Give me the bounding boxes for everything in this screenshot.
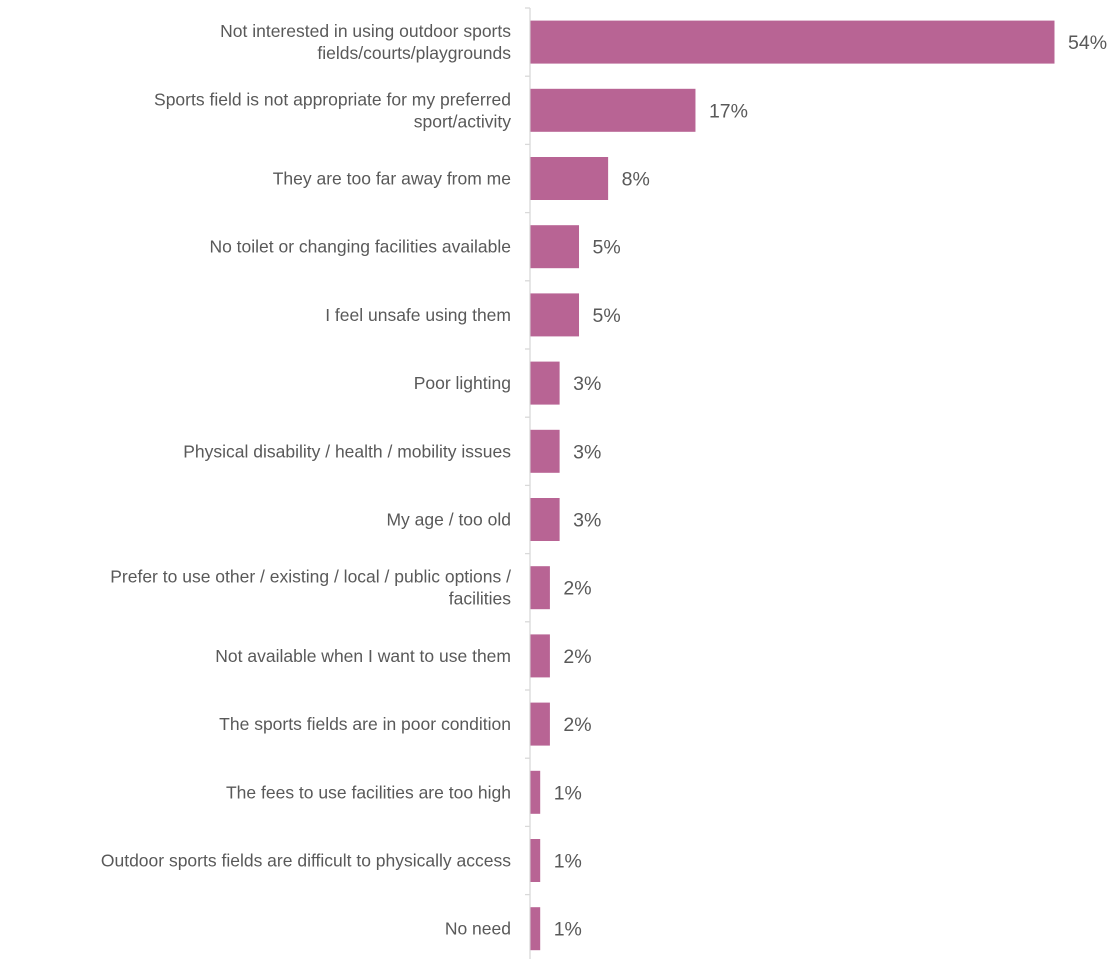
category-label: Not interested in using outdoor sports fi… bbox=[220, 21, 511, 63]
category-label-line: Not interested in using outdoor sports bbox=[220, 21, 511, 41]
category-label: No toilet or changing facilities availab… bbox=[209, 237, 511, 257]
category-label-line: sport/activity bbox=[414, 111, 511, 131]
category-label-line: I feel unsafe using them bbox=[325, 305, 511, 325]
data-label: 8% bbox=[622, 169, 650, 191]
category-label: Outdoor sports fields are difficult to p… bbox=[101, 851, 511, 871]
category-label: Physical disability / health / mobility … bbox=[183, 441, 511, 461]
data-label: 2% bbox=[563, 578, 591, 600]
data-label: 1% bbox=[554, 782, 582, 804]
category-label: Sports field is not appropriate for my p… bbox=[154, 89, 511, 131]
category-label-line: Prefer to use other / existing / local /… bbox=[110, 567, 511, 587]
bar bbox=[530, 429, 560, 473]
bar bbox=[530, 634, 550, 678]
data-label: 54% bbox=[1068, 32, 1107, 54]
data-label: 3% bbox=[573, 510, 601, 532]
bar bbox=[530, 225, 580, 269]
bar bbox=[530, 566, 550, 610]
category-label-line: Physical disability / health / mobility … bbox=[183, 441, 511, 461]
category-label-line: My age / too old bbox=[386, 510, 511, 530]
category-label-line: Sports field is not appropriate for my p… bbox=[154, 89, 511, 109]
bar bbox=[530, 293, 580, 337]
data-label: 3% bbox=[573, 373, 601, 395]
bar bbox=[530, 770, 541, 814]
category-label: The fees to use facilities are too high bbox=[226, 782, 511, 802]
category-label: Poor lighting bbox=[414, 373, 511, 393]
bar bbox=[530, 907, 541, 951]
category-label-line: Poor lighting bbox=[414, 373, 511, 393]
category-label-line: The fees to use facilities are too high bbox=[226, 782, 511, 802]
data-label: 2% bbox=[563, 714, 591, 736]
category-label: Not available when I want to use them bbox=[215, 646, 511, 666]
data-label: 17% bbox=[709, 100, 748, 122]
data-label: 5% bbox=[593, 237, 621, 259]
bar bbox=[530, 498, 560, 541]
category-label: They are too far away from me bbox=[273, 169, 511, 189]
bar bbox=[530, 361, 560, 405]
category-label-line: No toilet or changing facilities availab… bbox=[209, 237, 511, 257]
category-label: My age / too old bbox=[386, 510, 511, 530]
bar bbox=[530, 839, 541, 882]
category-label-line: The sports fields are in poor condition bbox=[219, 714, 511, 734]
data-label: 5% bbox=[593, 305, 621, 327]
data-label: 1% bbox=[554, 919, 582, 941]
bar bbox=[530, 20, 1055, 64]
category-label: I feel unsafe using them bbox=[325, 305, 511, 325]
bar bbox=[530, 157, 609, 200]
category-label-line: Outdoor sports fields are difficult to p… bbox=[101, 851, 511, 871]
data-label: 2% bbox=[563, 646, 591, 668]
category-label-line: Not available when I want to use them bbox=[215, 646, 511, 666]
category-label-line: facilities bbox=[449, 589, 511, 609]
data-label: 1% bbox=[554, 851, 582, 873]
bar bbox=[530, 702, 550, 746]
category-label: Prefer to use other / existing / local /… bbox=[110, 567, 511, 609]
bar bbox=[530, 88, 696, 132]
category-label-line: fields/courts/playgrounds bbox=[317, 43, 511, 63]
category-label-line: No need bbox=[445, 919, 511, 939]
data-label: 3% bbox=[573, 441, 601, 463]
category-label: The sports fields are in poor condition bbox=[219, 714, 511, 734]
category-label-line: They are too far away from me bbox=[273, 169, 511, 189]
category-label: No need bbox=[445, 919, 511, 939]
